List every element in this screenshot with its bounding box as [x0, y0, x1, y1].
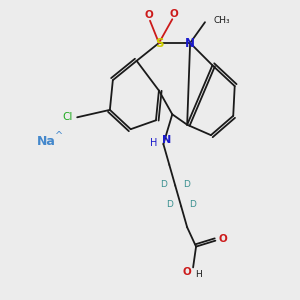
Text: Cl: Cl: [62, 112, 73, 122]
Text: H: H: [195, 270, 202, 279]
Text: N: N: [162, 135, 171, 145]
Text: O: O: [183, 267, 191, 277]
Text: N: N: [185, 37, 195, 50]
Text: ^: ^: [55, 131, 63, 141]
Text: S: S: [155, 37, 163, 50]
Text: D: D: [160, 180, 167, 189]
Text: CH₃: CH₃: [214, 16, 230, 25]
Text: O: O: [169, 9, 178, 19]
Text: H: H: [150, 138, 158, 148]
Text: O: O: [144, 11, 153, 20]
Text: O: O: [218, 234, 227, 244]
Text: D: D: [189, 200, 196, 209]
Text: D: D: [167, 200, 173, 209]
Text: Na: Na: [37, 135, 56, 148]
Text: D: D: [183, 180, 190, 189]
